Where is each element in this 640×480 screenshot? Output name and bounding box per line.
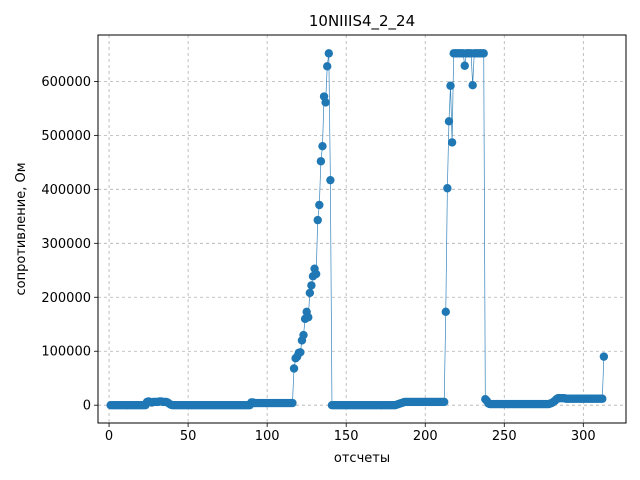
data-point (318, 141, 327, 151)
data-point (599, 352, 609, 361)
data-point (296, 348, 305, 357)
data-point (315, 200, 324, 210)
y-axis-ticks: 0 100000 200000 300000 400000 500000 600000 (41, 75, 98, 414)
chart-title: 10NIIIS4_2_24 (309, 12, 415, 31)
x-tick-label: 150 (334, 429, 359, 444)
x-tick-label: 0 (105, 429, 113, 444)
data-point (443, 184, 452, 193)
data-point (326, 175, 335, 185)
x-tick-label: 200 (413, 429, 438, 444)
x-tick-label: 300 (571, 429, 596, 444)
plot-area (98, 35, 626, 423)
data-point (598, 394, 607, 403)
x-axis-label: отсчеты (334, 451, 390, 466)
x-tick-label: 50 (180, 429, 197, 444)
plot-frame (97, 34, 627, 424)
y-tick-label: 400000 (41, 183, 91, 198)
data-point (288, 398, 297, 408)
y-tick-label: 200000 (41, 291, 91, 306)
y-axis-label: сопротивление, Ом (14, 162, 29, 295)
data-point (440, 397, 449, 407)
y-tick-label: 100000 (41, 345, 91, 360)
x-tick-label: 250 (492, 429, 517, 444)
data-point (468, 80, 477, 90)
data-point (460, 61, 469, 70)
data-point (299, 330, 308, 340)
data-point (289, 364, 299, 373)
data-point (313, 215, 322, 225)
y-tick-label: 600000 (41, 75, 91, 90)
data-point (324, 49, 333, 58)
y-tick-label: 500000 (41, 129, 91, 144)
data-point (444, 117, 454, 126)
data-point (316, 157, 326, 166)
data-point (305, 288, 315, 298)
y-tick-label: 300000 (41, 237, 91, 252)
data-point (311, 269, 321, 279)
data-point (323, 62, 332, 71)
y-tick-label: 0 (83, 399, 91, 414)
x-axis-ticks: 0 50 100 150 200 250 300 (105, 423, 596, 444)
data-point (321, 98, 330, 107)
data-point (447, 138, 457, 147)
series-group (106, 49, 609, 410)
data-point (441, 307, 450, 317)
data-point (446, 81, 455, 90)
data-point (307, 281, 316, 290)
x-tick-label: 100 (255, 429, 280, 444)
data-point (304, 313, 313, 322)
data-point (479, 49, 488, 58)
